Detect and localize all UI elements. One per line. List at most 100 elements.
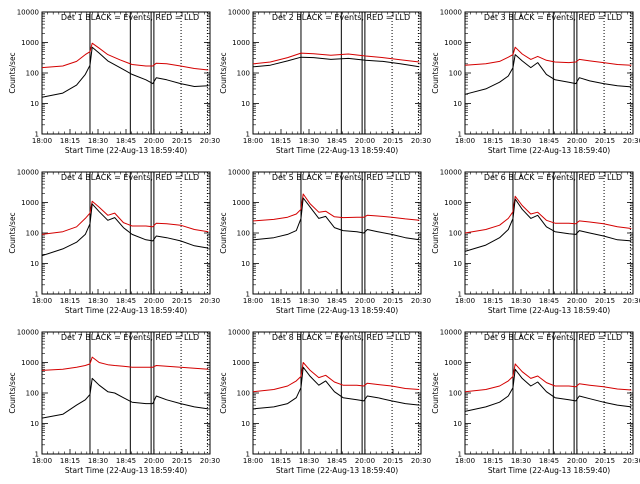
x-tick-label: 20:15 — [383, 297, 403, 305]
y-tick-label: 1000 — [21, 199, 39, 207]
y-tick-label: 10000 — [440, 169, 462, 177]
x-axis-label: Start Time (22-Aug-13 18:59:40) — [488, 466, 610, 475]
x-tick-label: 18:45 — [327, 297, 347, 305]
x-tick-label: 20:15 — [172, 297, 192, 305]
series-lld-line — [464, 363, 632, 393]
y-tick-label: 100 — [449, 390, 462, 398]
series-lld-line — [41, 200, 209, 235]
series-events-line — [41, 377, 209, 419]
y-axis-label: Counts/sec — [431, 52, 440, 93]
x-tick-label: 20:30 — [623, 297, 640, 305]
x-tick-label: 20:00 — [567, 297, 587, 305]
x-tick-label: 20:30 — [411, 457, 431, 465]
x-tick-label: 18:00 — [455, 457, 475, 465]
x-tick-label: 18:45 — [327, 457, 347, 465]
y-tick-label: 1 — [246, 131, 250, 139]
panel-det-5: 1 10 100 1000 10000 18:00 18:15 18:30 18:45 20:00… — [219, 169, 431, 316]
x-tick-label: 20:00 — [567, 457, 587, 465]
y-tick-label: 10 — [453, 100, 462, 108]
y-tick-label: 100 — [237, 70, 250, 78]
x-tick-label: 20:30 — [200, 137, 220, 145]
x-axis-label: Start Time (22-Aug-13 18:59:40) — [276, 466, 398, 475]
series-events-line — [464, 368, 632, 412]
x-tick-label: 20:15 — [172, 137, 192, 145]
y-tick-label: 100 — [26, 390, 39, 398]
y-tick-label: 10000 — [228, 9, 250, 17]
x-tick-label: 18:15 — [60, 457, 80, 465]
panel-title: Det 6 BLACK = Events, RED = LLD — [484, 173, 622, 182]
y-tick-label: 1000 — [21, 359, 39, 367]
panel-det-2: 1 10 100 1000 10000 18:00 18:15 18:30 18:45 20:00… — [219, 9, 431, 156]
y-tick-label: 10 — [30, 100, 39, 108]
x-tick-label: 20:00 — [355, 137, 375, 145]
x-tick-label: 18:00 — [243, 297, 263, 305]
y-tick-label: 100 — [26, 230, 39, 238]
y-tick-label: 100 — [26, 70, 39, 78]
y-tick-label: 1 — [35, 291, 39, 299]
panel-title: Det 1 BLACK = Events, RED = LLD — [61, 13, 199, 22]
panel-title: Det 9 BLACK = Events, RED = LLD — [484, 333, 622, 342]
y-tick-label: 1 — [35, 451, 39, 459]
x-tick-label: 18:15 — [60, 297, 80, 305]
x-tick-label: 20:15 — [595, 457, 615, 465]
y-tick-label: 1 — [458, 131, 462, 139]
x-tick-label: 18:00 — [455, 297, 475, 305]
x-tick-label: 20:30 — [623, 457, 640, 465]
plot-frame — [41, 171, 211, 295]
x-tick-label: 18:45 — [539, 137, 559, 145]
series-events-line — [41, 46, 209, 98]
x-tick-label: 18:15 — [271, 137, 291, 145]
series-lld-line — [41, 42, 209, 71]
y-tick-label: 10 — [453, 260, 462, 268]
y-axis-label: Counts/sec — [8, 52, 17, 93]
x-tick-label: 20:15 — [383, 457, 403, 465]
x-axis-label: Start Time (22-Aug-13 18:59:40) — [65, 466, 187, 475]
series-lld-line — [464, 46, 632, 66]
x-tick-label: 20:00 — [144, 137, 164, 145]
series-events-line — [464, 54, 632, 95]
panel-title: Det 3 BLACK = Events, RED = LLD — [484, 13, 622, 22]
y-tick-label: 10000 — [228, 329, 250, 337]
x-axis-label: Start Time (22-Aug-13 18:59:40) — [276, 306, 398, 315]
x-tick-label: 20:30 — [200, 457, 220, 465]
x-tick-label: 20:00 — [355, 457, 375, 465]
x-axis-label: Start Time (22-Aug-13 18:59:40) — [65, 306, 187, 315]
y-tick-label: 1 — [246, 451, 250, 459]
x-tick-label: 18:15 — [483, 457, 503, 465]
y-tick-label: 10 — [30, 420, 39, 428]
x-tick-label: 18:45 — [116, 137, 136, 145]
y-tick-label: 1000 — [232, 199, 250, 207]
panel-det-8: 1 10 100 1000 10000 18:00 18:15 18:30 18:45 20:00… — [219, 329, 431, 476]
y-tick-label: 1000 — [232, 39, 250, 47]
x-tick-label: 20:15 — [595, 297, 615, 305]
panel-title: Det 7 BLACK = Events, RED = LLD — [61, 333, 199, 342]
y-tick-label: 1 — [246, 291, 250, 299]
x-tick-label: 18:30 — [299, 297, 319, 305]
y-axis-label: Counts/sec — [219, 212, 228, 253]
x-tick-label: 20:30 — [411, 137, 431, 145]
x-tick-label: 20:15 — [595, 137, 615, 145]
plot-frame — [464, 11, 634, 135]
x-tick-label: 18:15 — [483, 297, 503, 305]
series-events-line — [41, 203, 209, 257]
series-events-line — [252, 197, 420, 241]
y-tick-label: 1 — [35, 131, 39, 139]
panel-title: Det 4 BLACK = Events, RED = LLD — [61, 173, 199, 182]
y-tick-label: 10000 — [17, 9, 39, 17]
y-tick-label: 100 — [449, 230, 462, 238]
y-tick-label: 10 — [30, 260, 39, 268]
x-tick-label: 18:15 — [60, 137, 80, 145]
y-tick-label: 1000 — [444, 359, 462, 367]
panel-det-6: 1 10 100 1000 10000 18:00 18:15 18:30 18:45 20:00… — [431, 169, 640, 316]
y-tick-label: 10 — [241, 100, 250, 108]
series-events-line — [252, 56, 420, 68]
series-events-line — [252, 366, 420, 410]
y-tick-label: 1000 — [444, 199, 462, 207]
x-tick-label: 18:00 — [243, 137, 263, 145]
series-lld-line — [41, 356, 209, 371]
y-tick-label: 10000 — [17, 169, 39, 177]
y-tick-label: 10 — [241, 420, 250, 428]
x-tick-label: 20:30 — [411, 297, 431, 305]
